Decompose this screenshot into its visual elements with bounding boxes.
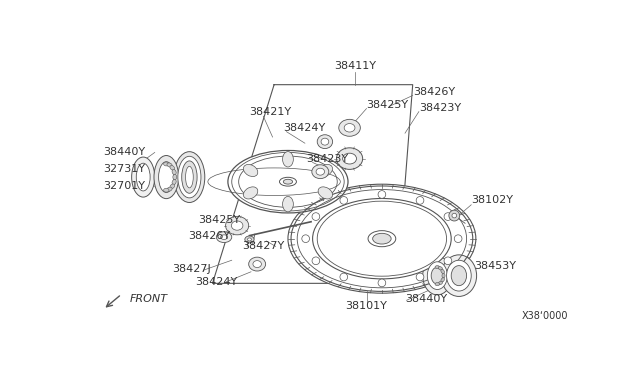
Ellipse shape <box>170 166 175 170</box>
Ellipse shape <box>232 221 243 230</box>
Ellipse shape <box>178 156 201 198</box>
Ellipse shape <box>422 256 452 295</box>
Ellipse shape <box>216 232 232 243</box>
Text: FRONT: FRONT <box>129 294 167 304</box>
Circle shape <box>378 190 386 198</box>
Ellipse shape <box>170 184 175 189</box>
Text: X38‘0000: X38‘0000 <box>522 311 568 321</box>
Ellipse shape <box>243 187 258 199</box>
Ellipse shape <box>441 255 477 296</box>
Text: 38426Y: 38426Y <box>188 231 230 241</box>
Ellipse shape <box>435 266 440 269</box>
Ellipse shape <box>154 155 179 199</box>
Ellipse shape <box>339 119 360 136</box>
Text: 38427Y: 38427Y <box>242 241 284 251</box>
Text: 38411Y: 38411Y <box>334 61 376 71</box>
Ellipse shape <box>318 187 333 199</box>
Ellipse shape <box>435 283 440 286</box>
Text: 38453Y: 38453Y <box>474 262 516 272</box>
Ellipse shape <box>321 138 329 145</box>
Text: 38425Y: 38425Y <box>198 215 241 225</box>
Ellipse shape <box>167 163 172 167</box>
Ellipse shape <box>280 177 296 186</box>
Text: 38424Y: 38424Y <box>196 277 238 287</box>
Circle shape <box>444 213 452 221</box>
Ellipse shape <box>248 238 252 241</box>
Ellipse shape <box>438 281 443 285</box>
Ellipse shape <box>221 235 227 240</box>
Ellipse shape <box>283 196 293 212</box>
Text: 38440Y: 38440Y <box>405 294 447 304</box>
Ellipse shape <box>164 162 169 166</box>
Ellipse shape <box>167 187 172 191</box>
Text: 38101Y: 38101Y <box>346 301 387 311</box>
Text: 38421Y: 38421Y <box>250 108 292 118</box>
Ellipse shape <box>243 164 258 177</box>
Ellipse shape <box>225 217 249 235</box>
Text: 38424Y: 38424Y <box>284 123 326 133</box>
Circle shape <box>416 196 424 204</box>
Ellipse shape <box>136 163 150 191</box>
Ellipse shape <box>344 124 355 132</box>
Text: 32701Y: 32701Y <box>103 181 145 191</box>
Circle shape <box>449 210 460 221</box>
Ellipse shape <box>428 262 447 289</box>
Circle shape <box>416 273 424 281</box>
Ellipse shape <box>441 278 444 282</box>
Ellipse shape <box>249 257 266 271</box>
Circle shape <box>340 273 348 281</box>
Text: 32731Y: 32731Y <box>103 164 145 174</box>
Circle shape <box>452 213 456 218</box>
Ellipse shape <box>342 153 356 164</box>
Ellipse shape <box>172 180 176 185</box>
Text: 38440Y: 38440Y <box>103 147 145 157</box>
Ellipse shape <box>174 152 205 202</box>
Circle shape <box>378 279 386 287</box>
Ellipse shape <box>442 273 445 278</box>
Circle shape <box>340 196 348 204</box>
Ellipse shape <box>431 267 444 284</box>
Ellipse shape <box>312 199 451 279</box>
Circle shape <box>312 257 320 264</box>
Ellipse shape <box>317 135 333 148</box>
Ellipse shape <box>372 233 391 244</box>
Ellipse shape <box>337 148 363 169</box>
Ellipse shape <box>283 151 293 167</box>
Ellipse shape <box>441 269 444 273</box>
Circle shape <box>302 235 310 243</box>
Text: 38426Y: 38426Y <box>413 87 455 97</box>
Ellipse shape <box>245 236 254 243</box>
Ellipse shape <box>172 170 176 175</box>
Ellipse shape <box>312 165 329 179</box>
Ellipse shape <box>284 179 292 184</box>
Ellipse shape <box>316 168 324 175</box>
Ellipse shape <box>253 261 261 267</box>
Ellipse shape <box>228 150 348 213</box>
Ellipse shape <box>132 157 155 197</box>
Ellipse shape <box>173 174 177 180</box>
Ellipse shape <box>164 188 169 192</box>
Ellipse shape <box>288 184 476 293</box>
Ellipse shape <box>447 260 471 291</box>
Circle shape <box>444 257 452 264</box>
Circle shape <box>454 235 462 243</box>
Circle shape <box>312 213 320 221</box>
Ellipse shape <box>438 267 443 270</box>
Ellipse shape <box>186 166 193 188</box>
Text: 38425Y: 38425Y <box>367 100 408 110</box>
Ellipse shape <box>368 231 396 247</box>
Text: 38102Y: 38102Y <box>471 195 513 205</box>
Text: 38427J: 38427J <box>172 264 211 275</box>
Text: 38423Y: 38423Y <box>419 103 461 113</box>
Text: 38423Y: 38423Y <box>307 154 349 164</box>
Ellipse shape <box>159 162 174 192</box>
Ellipse shape <box>182 161 197 193</box>
Ellipse shape <box>318 164 333 177</box>
Ellipse shape <box>451 266 467 286</box>
